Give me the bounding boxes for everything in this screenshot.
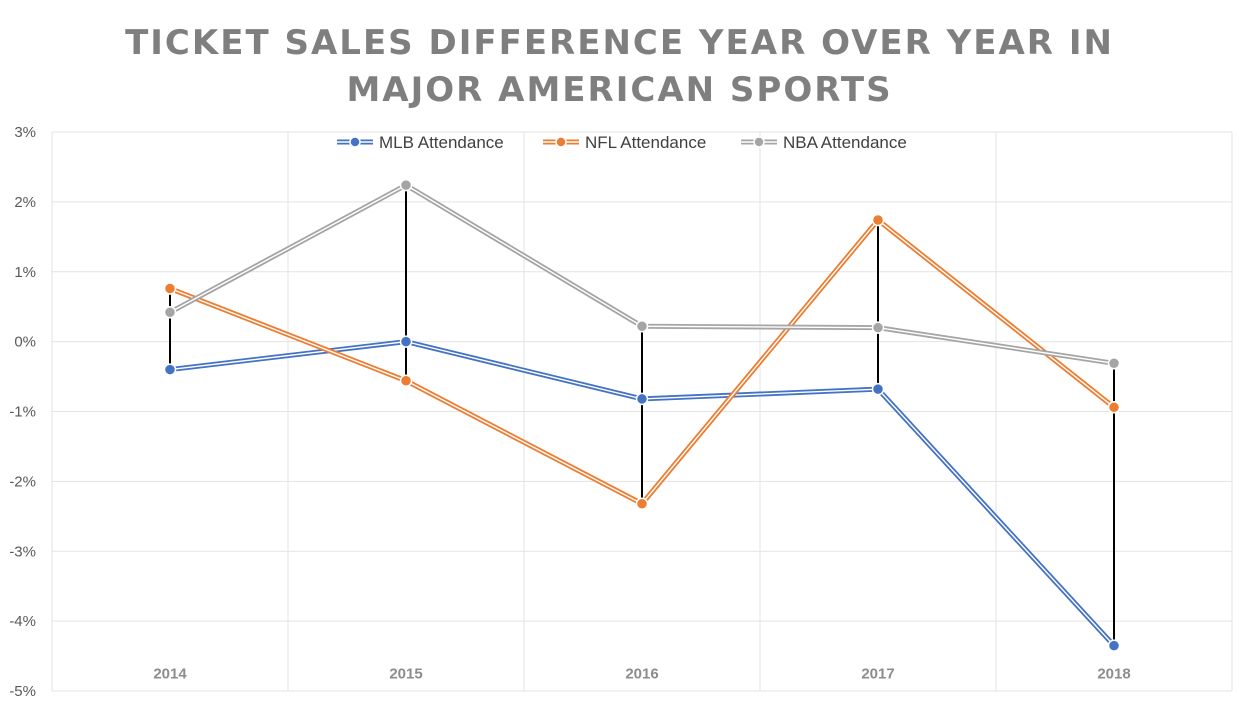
y-tick-label: 2% — [14, 194, 36, 211]
y-tick-label: 3% — [14, 124, 36, 141]
legend-marker — [753, 136, 765, 148]
legend: MLB Attendance NFL Attendance NBA Attendan… — [337, 133, 907, 152]
high-low-lines — [169, 185, 1115, 646]
x-tick-label: 2016 — [625, 666, 658, 683]
y-tick-label: -2% — [9, 473, 36, 490]
legend-marker — [555, 136, 567, 148]
data-point — [1107, 401, 1121, 414]
gridlines — [51, 131, 1233, 692]
legend-label: NFL Attendance — [585, 133, 706, 152]
y-tick-label: -4% — [9, 613, 36, 630]
y-tick-label: -3% — [9, 543, 36, 560]
y-axis: 3% 2% 1% 0% -1% -2% -3% -4% -5% — [9, 124, 36, 700]
chart-title-line-2: MAJOR AMERICAN SPORTS — [346, 70, 893, 110]
x-tick-label: 2018 — [1097, 666, 1130, 683]
x-tick-label: 2014 — [153, 666, 187, 683]
series-nba — [163, 178, 1121, 370]
data-point — [1107, 639, 1121, 652]
x-tick-label: 2017 — [861, 666, 894, 683]
legend-label: MLB Attendance — [379, 133, 504, 152]
data-point — [399, 374, 413, 388]
data-point — [163, 363, 177, 376]
x-axis: 2014 2015 2016 2017 2018 — [153, 666, 1130, 683]
data-point — [163, 282, 177, 295]
data-point — [635, 392, 649, 406]
chart-title: TICKET SALES DIFFERENCE YEAR OVER YEAR I… — [0, 20, 1239, 114]
data-point — [635, 497, 649, 510]
legend-label: NBA Attendance — [783, 133, 907, 152]
y-tick-label: 1% — [14, 264, 36, 281]
x-tick-label: 2015 — [389, 666, 422, 683]
data-point — [399, 178, 413, 192]
y-tick-label: -5% — [9, 683, 36, 700]
data-point — [399, 335, 413, 348]
data-point — [871, 321, 885, 334]
data-point — [1107, 357, 1121, 370]
y-tick-label: -1% — [9, 404, 36, 421]
data-point — [635, 320, 649, 333]
chart-title-line-1: TICKET SALES DIFFERENCE YEAR OVER YEAR I… — [125, 23, 1114, 63]
y-tick-label: 0% — [14, 334, 36, 351]
data-point — [871, 382, 885, 396]
data-point — [163, 306, 177, 319]
data-point — [871, 213, 885, 227]
legend-marker — [349, 136, 361, 148]
series-nfl — [163, 213, 1121, 510]
